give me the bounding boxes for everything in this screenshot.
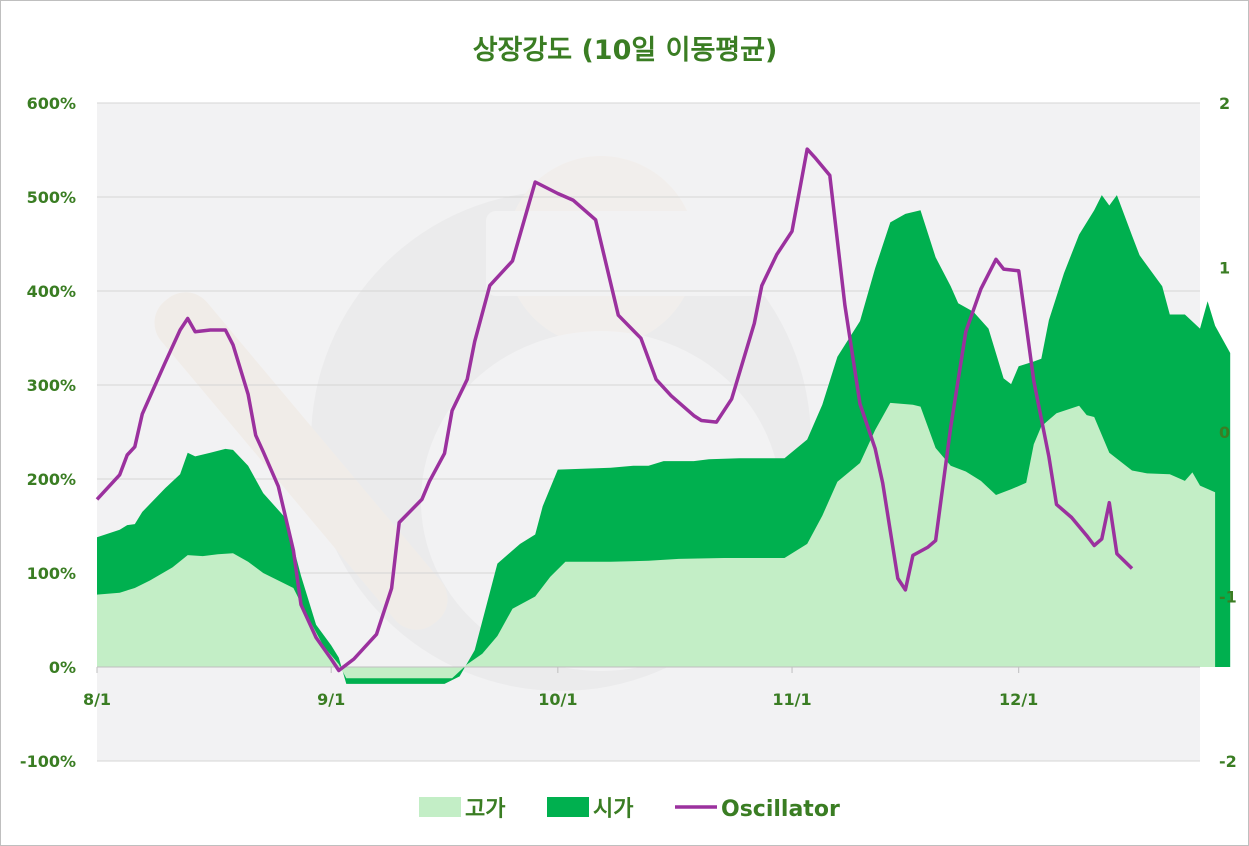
legend-item-oscillator: Oscillator [675, 797, 840, 822]
legend-swatch [419, 797, 461, 817]
oscillator-line [95, 147, 1134, 673]
left-axis-tick-label: 500% [27, 188, 76, 207]
area-series-high [97, 402, 1216, 679]
left-axis-tick-label: 200% [27, 470, 76, 489]
right-axis-tick-label: 0 [1219, 423, 1230, 442]
left-axis-tick-label: 0% [49, 658, 76, 677]
legend-label: Oscillator [721, 797, 840, 822]
chart-title: 상장강도 (10일 이동평균) [473, 35, 778, 66]
right-axis-tick-label: -2 [1219, 752, 1237, 771]
legend-item-high: 고가 [419, 797, 505, 822]
right-axis-tick-label: -1 [1219, 588, 1237, 607]
left-axis-tick-label: 100% [27, 564, 76, 583]
x-axis-tick-label: 11/1 [772, 690, 811, 709]
left-axis-tick-label: 400% [27, 282, 76, 301]
legend-swatch [547, 797, 589, 817]
right-axis-tick-label: 2 [1219, 94, 1230, 113]
left-axis-tick-label: 300% [27, 376, 76, 395]
legend-label: 고가 [465, 797, 505, 822]
x-axis-tick-label: 12/1 [999, 690, 1038, 709]
legend-item-open: 시가 [547, 797, 633, 822]
x-axis-tick-label: 8/1 [83, 690, 111, 709]
x-axis-tick-label: 9/1 [317, 690, 345, 709]
left-axis-tick-label: 600% [27, 94, 76, 113]
left-axis-tick-label: -100% [20, 752, 76, 771]
legend-label: 시가 [593, 797, 633, 822]
x-axis-tick-label: 10/1 [538, 690, 577, 709]
right-axis-tick-label: 1 [1219, 259, 1230, 278]
